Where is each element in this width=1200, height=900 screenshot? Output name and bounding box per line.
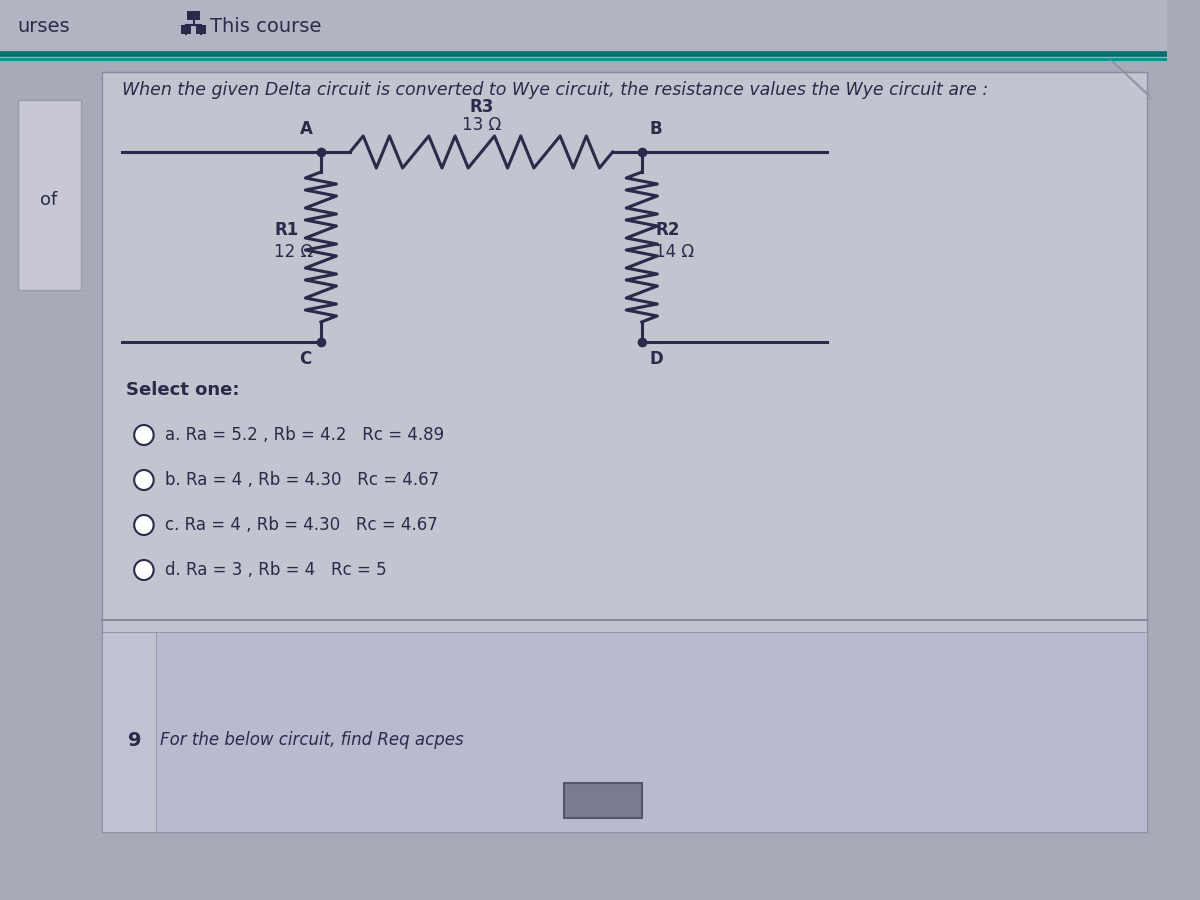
Text: d. Ra = 3 , Rb = 4   Rc = 5: d. Ra = 3 , Rb = 4 Rc = 5 — [166, 561, 386, 579]
Text: B: B — [649, 120, 662, 138]
Text: When the given Delta circuit is converted to Wye circuit, the resistance values : When the given Delta circuit is converte… — [121, 81, 988, 99]
Bar — [181, 25, 191, 34]
Bar — [102, 632, 1147, 832]
Bar — [18, 100, 80, 290]
Text: D: D — [649, 350, 664, 368]
Text: For the below circuit, find Req acpes: For the below circuit, find Req acpes — [161, 731, 464, 749]
Text: 13 Ω: 13 Ω — [462, 116, 500, 134]
Text: Select one:: Select one: — [126, 381, 240, 399]
Bar — [102, 72, 1147, 832]
Bar — [102, 632, 156, 832]
Bar — [564, 783, 642, 818]
Bar — [0, 0, 1166, 52]
Text: 12 Ω: 12 Ω — [275, 243, 313, 261]
Text: a. Ra = 5.2 , Rb = 4.2   Rc = 4.89: a. Ra = 5.2 , Rb = 4.2 Rc = 4.89 — [166, 426, 444, 444]
Text: R1: R1 — [275, 221, 299, 239]
Bar — [187, 11, 200, 20]
Text: R2: R2 — [655, 221, 679, 239]
Text: 9: 9 — [128, 731, 142, 750]
Text: C: C — [300, 350, 312, 368]
Circle shape — [134, 425, 154, 445]
Text: R3: R3 — [469, 98, 493, 116]
Circle shape — [134, 470, 154, 490]
Text: of: of — [40, 191, 58, 209]
Text: urses: urses — [18, 16, 70, 35]
Bar — [197, 25, 206, 34]
Text: This course: This course — [210, 16, 322, 35]
Text: c. Ra = 4 , Rb = 4.30   Rc = 4.67: c. Ra = 4 , Rb = 4.30 Rc = 4.67 — [166, 516, 438, 534]
Text: b. Ra = 4 , Rb = 4.30   Rc = 4.67: b. Ra = 4 , Rb = 4.30 Rc = 4.67 — [166, 471, 439, 489]
Circle shape — [134, 515, 154, 535]
Circle shape — [134, 560, 154, 580]
Text: A: A — [300, 120, 312, 138]
Text: 14 Ω: 14 Ω — [655, 243, 695, 261]
